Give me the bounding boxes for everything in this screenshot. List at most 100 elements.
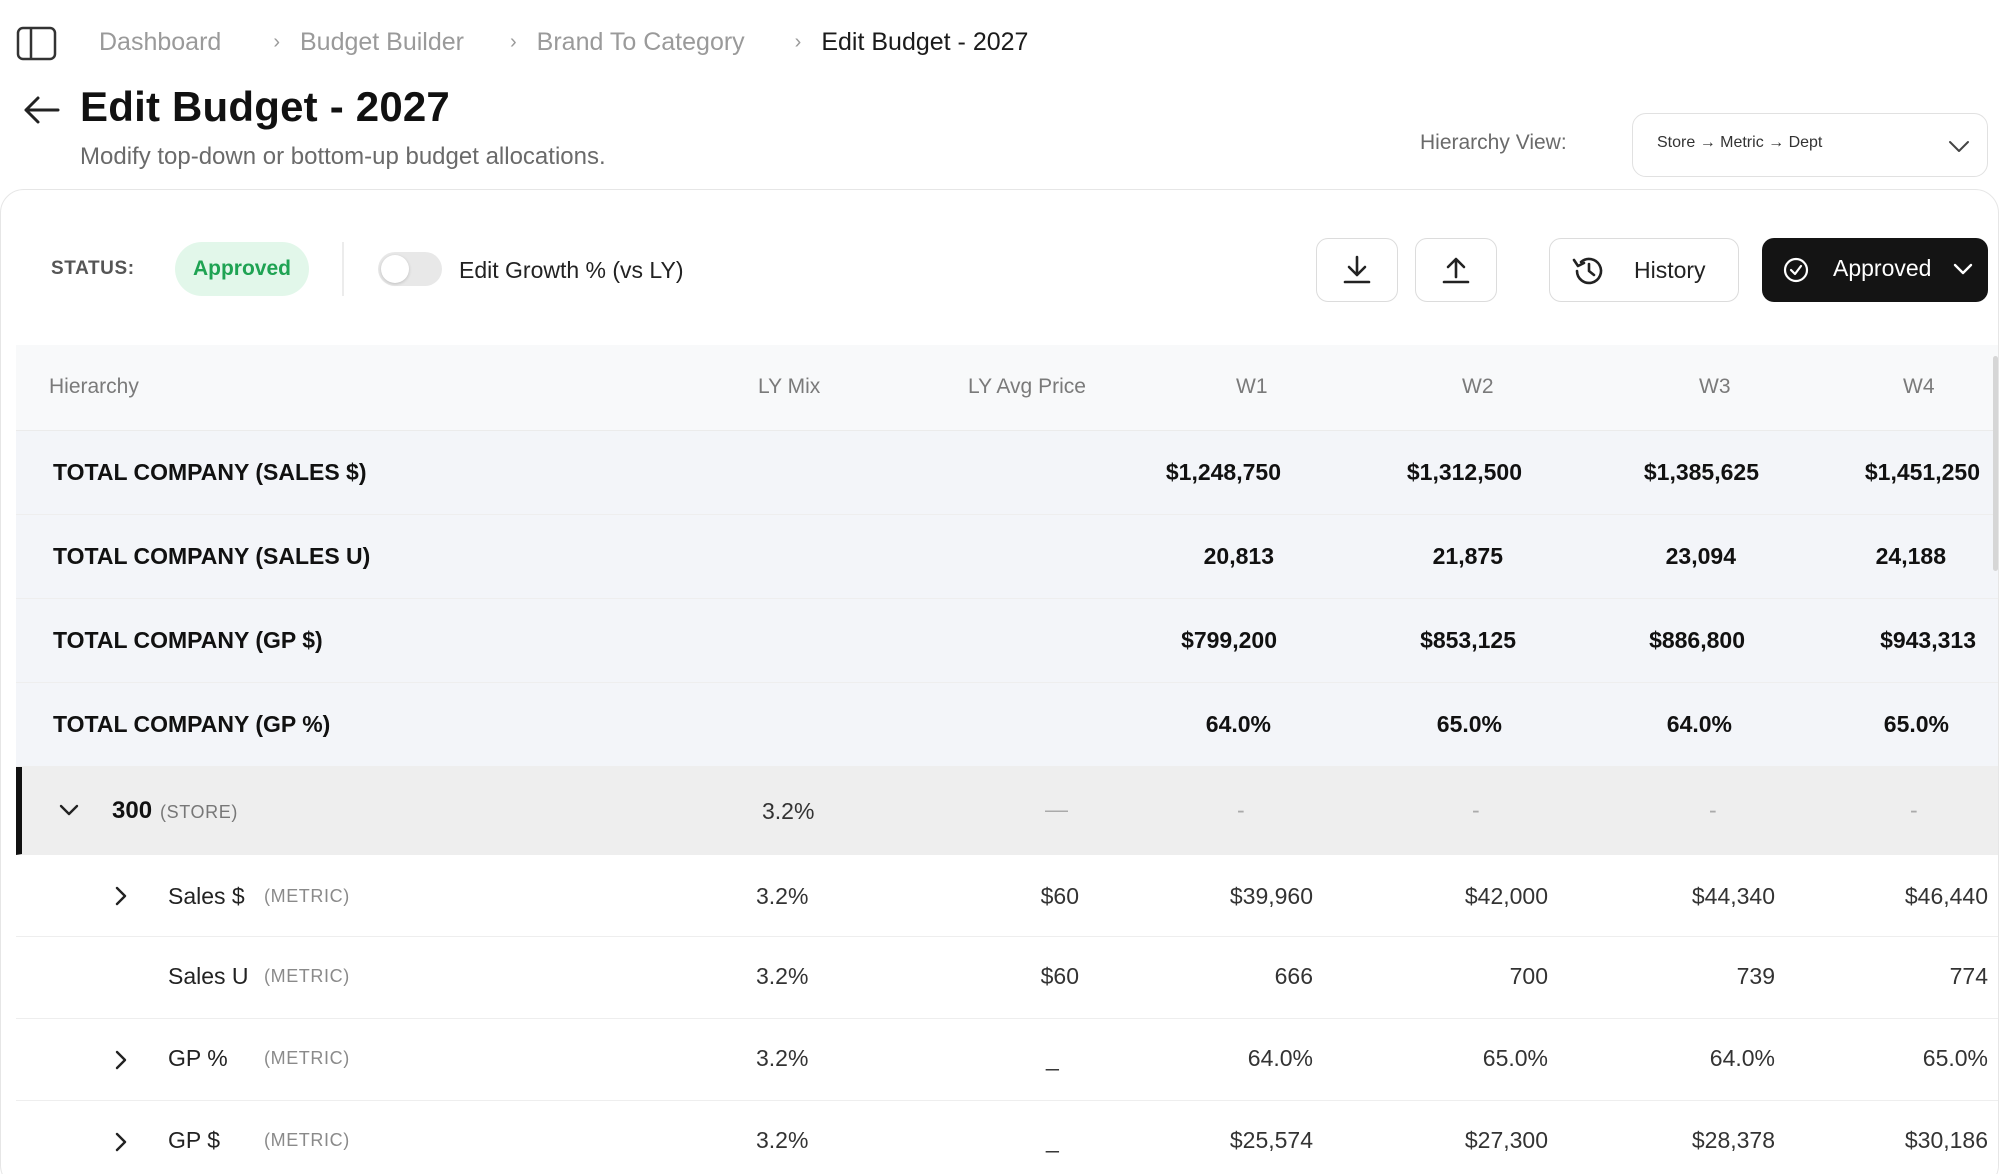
back-arrow-icon[interactable]: [22, 94, 60, 126]
metric-w4[interactable]: $30,186: [1904, 1127, 1988, 1153]
hierarchy-view-value: Store → Metric → Dept: [1657, 134, 1823, 151]
metric-w3[interactable]: $44,340: [1691, 883, 1775, 909]
edit-growth-label: Edit Growth % (vs LY): [459, 257, 684, 283]
col-w4[interactable]: W4: [1903, 375, 1935, 398]
store-w4: -: [1910, 797, 1918, 823]
total-w4: 65.0%: [1883, 711, 1949, 737]
metric-w4[interactable]: 65.0%: [1922, 1045, 1988, 1071]
metric-name: Sales $: [168, 883, 245, 909]
store-tag: (STORE): [160, 802, 238, 822]
col-w2[interactable]: W2: [1462, 375, 1494, 398]
metric-w3[interactable]: 64.0%: [1709, 1045, 1775, 1071]
metric-tag: (METRIC): [264, 966, 350, 986]
total-row-label: TOTAL COMPANY (GP %): [53, 711, 331, 737]
metric-row[interactable]: GP % (METRIC) 3.2% _ 64.0% 65.0% 64.0% 6…: [16, 1019, 1998, 1101]
page-subtitle: Modify top-down or bottom-up budget allo…: [80, 143, 606, 170]
metric-ly-avg-price: $60: [1040, 963, 1079, 989]
download-icon: [1343, 255, 1371, 284]
total-w2: $1,312,500: [1406, 459, 1522, 485]
store-ly-avg-price: —: [1045, 796, 1068, 822]
breadcrumb-brand-to-category[interactable]: Brand To Category: [536, 27, 745, 56]
store-name: 300 (STORE): [112, 797, 238, 825]
total-w4: 24,188: [1875, 543, 1946, 569]
history-label: History: [1634, 257, 1706, 283]
metric-tag: (METRIC): [264, 1130, 350, 1150]
total-w3: 23,094: [1665, 543, 1736, 569]
hierarchy-view-select[interactable]: Store → Metric → Dept: [1632, 113, 1988, 177]
edit-growth-toggle[interactable]: [378, 252, 442, 286]
chevron-right-icon[interactable]: [110, 1049, 132, 1071]
metric-w2[interactable]: 700: [1509, 963, 1548, 989]
total-w2: 21,875: [1432, 543, 1503, 569]
store-row[interactable]: 300 (STORE) 3.2% — - - - -: [16, 767, 1998, 855]
table-scrollbar[interactable]: [1993, 356, 1998, 571]
chevron-down-icon[interactable]: [58, 799, 80, 821]
metric-w1[interactable]: 666: [1274, 963, 1313, 989]
col-w3[interactable]: W3: [1699, 375, 1731, 398]
total-row-label: TOTAL COMPANY (SALES U): [53, 543, 371, 569]
col-w1[interactable]: W1: [1236, 375, 1268, 398]
col-ly-avg-price[interactable]: LY Avg Price: [968, 375, 1086, 398]
metric-name: GP $: [168, 1127, 220, 1153]
store-w3: -: [1709, 797, 1717, 823]
store-ly-mix: 3.2%: [762, 798, 815, 824]
chevron-right-icon[interactable]: [110, 885, 132, 907]
toggle-knob: [381, 255, 409, 283]
upload-icon: [1442, 257, 1470, 284]
toolbar-divider: [342, 242, 344, 296]
metric-ly-mix: 3.2%: [756, 883, 809, 909]
metric-w1[interactable]: 64.0%: [1247, 1045, 1313, 1071]
total-row-label: TOTAL COMPANY (SALES $): [53, 459, 367, 485]
chevron-right-icon[interactable]: [110, 1131, 132, 1153]
metric-w1[interactable]: $25,574: [1229, 1127, 1313, 1153]
breadcrumb: Dashboard › Budget Builder › Brand To Ca…: [99, 26, 1028, 58]
total-row: TOTAL COMPANY (SALES U) 20,813 21,875 23…: [16, 515, 1998, 599]
total-w1: 64.0%: [1205, 711, 1271, 737]
total-w1: $1,248,750: [1165, 459, 1281, 485]
col-hierarchy[interactable]: Hierarchy: [49, 375, 139, 398]
approved-dropdown-button[interactable]: Approved: [1762, 238, 1988, 302]
metric-w4[interactable]: $46,440: [1904, 883, 1988, 909]
total-w1: 20,813: [1203, 543, 1274, 569]
breadcrumb-budget-builder[interactable]: Budget Builder: [299, 27, 464, 56]
store-id: 300: [112, 797, 153, 824]
download-button[interactable]: [1316, 238, 1398, 302]
breadcrumb-current: Edit Budget - 2027: [821, 27, 1029, 56]
budget-card: STATUS: Approved Edit Growth % (vs LY) H…: [0, 189, 1999, 1174]
page-title: Edit Budget - 2027: [80, 83, 450, 130]
total-w1: $799,200: [1181, 627, 1277, 653]
metric-w1[interactable]: $39,960: [1229, 883, 1313, 909]
chevron-down-icon: [1953, 263, 1973, 275]
total-row: TOTAL COMPANY (GP %) 64.0% 65.0% 64.0% 6…: [16, 683, 1998, 767]
chevron-down-icon: [1949, 141, 1969, 152]
check-circle-icon: [1783, 257, 1809, 283]
metric-name: GP %: [168, 1045, 228, 1071]
metric-ly-mix: 3.2%: [756, 963, 809, 989]
total-w2: 65.0%: [1436, 711, 1502, 737]
metric-w2[interactable]: $27,300: [1464, 1127, 1548, 1153]
metric-ly-avg-price: _: [1046, 1127, 1059, 1153]
upload-button[interactable]: [1415, 238, 1497, 302]
metric-row[interactable]: Sales U (METRIC) 3.2% $60 666 700 739 77…: [16, 937, 1998, 1019]
metric-tag: (METRIC): [264, 1048, 350, 1068]
breadcrumb-separator-icon: ›: [273, 30, 280, 53]
col-ly-mix[interactable]: LY Mix: [758, 375, 821, 398]
metric-w2[interactable]: 65.0%: [1482, 1045, 1548, 1071]
history-icon: [1572, 257, 1603, 285]
metric-w3[interactable]: $28,378: [1691, 1127, 1775, 1153]
total-w4: $943,313: [1880, 627, 1976, 653]
sidebar-toggle-icon[interactable]: [16, 26, 57, 61]
status-label: STATUS:: [51, 258, 135, 279]
metric-w3[interactable]: 739: [1736, 963, 1775, 989]
metric-w2[interactable]: $42,000: [1464, 883, 1548, 909]
approved-label: Approved: [1833, 255, 1932, 281]
history-button[interactable]: History: [1549, 238, 1739, 302]
breadcrumb-separator-icon: ›: [794, 30, 802, 53]
metric-tag: (METRIC): [264, 886, 350, 906]
metric-w4[interactable]: 774: [1949, 963, 1988, 989]
metric-ly-mix: 3.2%: [756, 1127, 809, 1153]
metric-row[interactable]: Sales $ (METRIC) 3.2% $60 $39,960 $42,00…: [16, 855, 1998, 937]
metric-row[interactable]: GP $ (METRIC) 3.2% _ $25,574 $27,300 $28…: [16, 1101, 1998, 1174]
store-w1: -: [1237, 797, 1245, 823]
breadcrumb-dashboard[interactable]: Dashboard: [99, 27, 222, 56]
